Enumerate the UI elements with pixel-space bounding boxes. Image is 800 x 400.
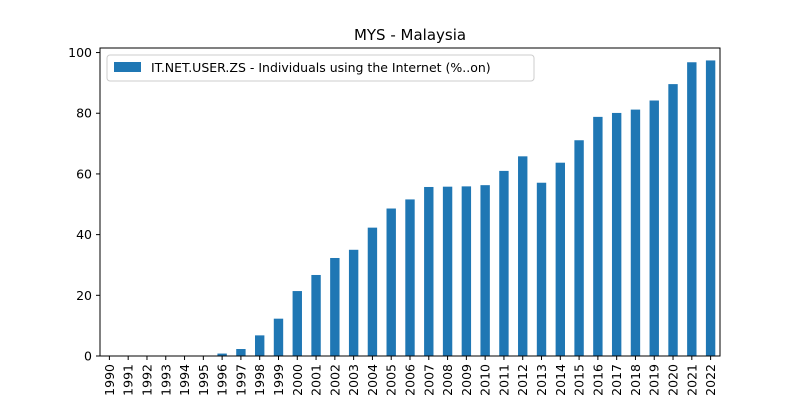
x-tick-label: 2000 [290,364,305,396]
x-tick-label: 1996 [215,364,230,396]
bar-2014 [555,162,565,356]
x-tick-label: 2008 [440,364,455,396]
legend-box [106,54,535,82]
x-tick-label: 2021 [684,364,699,396]
bar-2000 [292,291,302,356]
x-tick-label: 2001 [309,364,324,396]
x-tick-label: 1990 [102,364,117,396]
bar-2004 [367,227,378,356]
legend-label: IT.NET.USER.ZS - Individuals using the I… [151,60,491,75]
bar-2006 [405,199,415,356]
bar-2021 [687,62,697,356]
x-tick-label: 2017 [609,364,624,396]
x-tick-label: 2004 [365,364,380,396]
bar-1998 [255,335,265,356]
x-tick-label: 2002 [327,364,342,396]
x-tick-label: 2018 [628,364,643,396]
y-tick-label: 100 [68,45,92,60]
x-tick-label: 2014 [553,364,568,396]
legend-swatch [114,62,141,72]
x-tick-label: 2013 [534,364,549,396]
x-tick-label: 2020 [666,364,681,396]
bar-2017 [611,112,622,356]
bar-2005 [386,208,396,356]
y-tick-label: 60 [76,166,92,181]
x-tick-label: 1998 [252,364,267,396]
x-tick-label: 2019 [647,364,662,396]
chart-title: MYS - Malaysia [354,26,466,44]
bar-2019 [649,100,659,356]
bar-2013 [536,182,547,356]
x-tick-label: 2015 [572,364,587,396]
bar-2018 [630,109,641,356]
x-tick-label: 1997 [233,364,248,396]
y-axis: 0 20 40 60 80 100 [68,45,100,364]
bar-2003 [348,249,359,356]
bar-1996 [217,353,227,356]
bar-2012 [518,156,528,356]
bar-2002 [330,257,340,356]
x-tick-label: 2010 [478,364,493,396]
x-tick-label: 1994 [177,364,192,396]
x-tick-label: 2012 [515,364,530,396]
x-tick-label: 1992 [139,364,154,396]
x-tick-label: 1995 [196,364,211,396]
bar-1999 [273,318,284,356]
y-tick-label: 20 [76,288,92,303]
x-tick-label: 2005 [384,364,399,396]
x-tick-label: 2016 [590,364,605,396]
bar-2008 [442,186,453,356]
bar-2009 [461,186,472,356]
x-tick-label: 1993 [158,364,173,396]
bar-2001 [311,274,321,356]
x-tick-label: 2006 [403,364,418,396]
x-tick-label: 2007 [421,364,436,396]
x-axis: 1990 1991 1992 1993 1994 1995 1996 1997 1998 1999… [102,356,718,396]
x-tick-label: 2003 [346,364,361,396]
bar-2015 [574,140,584,356]
bar-2016 [593,116,603,356]
bar-2007 [424,186,434,356]
bars-layer [179,60,716,357]
bar-2020 [668,84,678,357]
legend: IT.NET.USER.ZS - Individuals using the I… [106,54,535,82]
y-tick-label: 40 [76,227,92,242]
bar-2010 [480,185,490,356]
bar-2022 [705,60,716,356]
y-tick-label: 0 [84,349,92,364]
x-tick-label: 1991 [121,364,136,396]
x-tick-label: 2022 [703,364,718,396]
plot-frame [99,47,721,357]
y-tick-label: 80 [76,106,92,121]
bar-1997 [236,349,246,356]
x-tick-label: 2011 [496,364,511,396]
bar-2011 [499,170,509,356]
x-tick-label: 1999 [271,364,286,396]
x-tick-label: 2009 [459,364,474,396]
